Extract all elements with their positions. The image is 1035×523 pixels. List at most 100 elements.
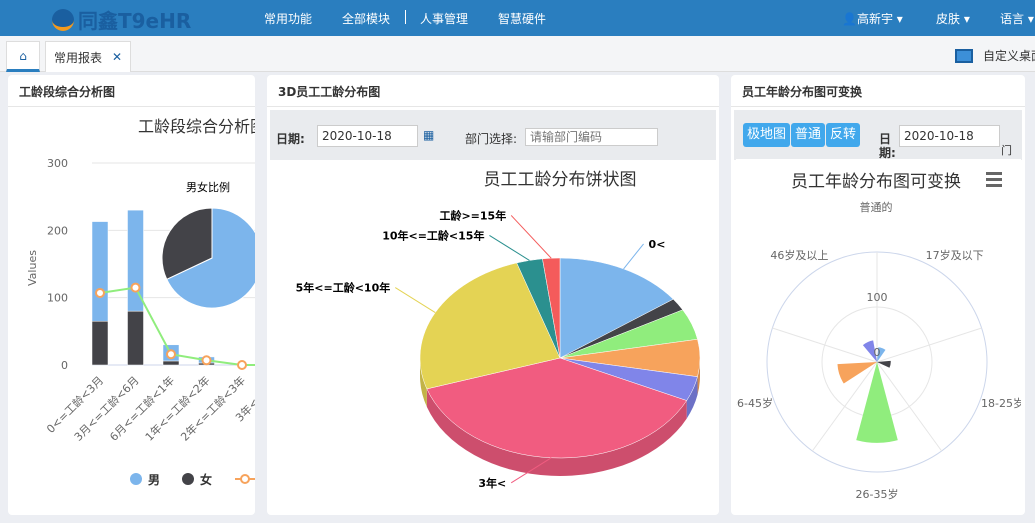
polar-bar bbox=[877, 360, 891, 368]
menu-icon bbox=[986, 184, 1002, 187]
panel-title: 工龄段综合分析图 bbox=[8, 75, 255, 107]
line-point bbox=[166, 349, 176, 360]
top-bar: 同鑫T9eHR 常用功能 全部模块 人事管理 智慧硬件 👤高新宇 ▾ 皮肤 ▾ … bbox=[0, 0, 1035, 36]
pie-label-connector bbox=[489, 234, 530, 261]
legend-line-marker bbox=[240, 474, 250, 484]
pie-side bbox=[697, 358, 700, 395]
date-label: 日期: bbox=[879, 132, 896, 160]
y-tick-label: 300 bbox=[47, 157, 68, 170]
close-icon[interactable]: ✕ bbox=[112, 50, 123, 64]
polar-bar bbox=[837, 362, 877, 384]
pie-slice bbox=[419, 262, 561, 390]
nav-hardware[interactable]: 智慧硬件 bbox=[498, 12, 547, 26]
chart-subtitle: 普通的 bbox=[860, 200, 893, 214]
line-point bbox=[201, 355, 212, 366]
polar-button[interactable]: 极地图 bbox=[743, 123, 791, 147]
dept-label: 部门选择: bbox=[465, 132, 518, 146]
legend-label: 男 bbox=[148, 473, 160, 487]
polar-category-label: 46岁及以上 bbox=[770, 248, 828, 262]
custom-desktop-button[interactable]: 自定义桌面 bbox=[955, 47, 1035, 64]
x-tick-label: 6月<=工龄<1年 bbox=[107, 373, 177, 443]
date-input[interactable]: 2020-10-18 bbox=[317, 125, 418, 147]
legend-label: 女 bbox=[200, 472, 212, 487]
tab-home[interactable]: ⌂ bbox=[6, 41, 40, 72]
polar-bar bbox=[862, 340, 877, 362]
inset-pie-slice bbox=[166, 207, 255, 309]
x-tick-label: 2年<=工龄<3年 bbox=[178, 373, 248, 443]
pie-label-connector bbox=[510, 215, 552, 259]
user-name: 高新宇 bbox=[856, 12, 893, 26]
polar-bar bbox=[856, 362, 898, 443]
custom-desktop-label: 自定义桌面 bbox=[983, 49, 1035, 63]
language-menu[interactable]: 语言 ▾ bbox=[1000, 12, 1034, 26]
bar-male bbox=[91, 221, 109, 322]
polar-category-label: 26-35岁 bbox=[856, 487, 899, 501]
date-input[interactable]: 2020-10-18 bbox=[899, 125, 1000, 147]
pie-side bbox=[426, 388, 687, 477]
user-menu[interactable]: 👤高新宇 ▾ bbox=[842, 12, 903, 26]
polar-bar bbox=[877, 347, 886, 362]
date-label: 日期: bbox=[276, 132, 305, 146]
bar-female bbox=[91, 320, 109, 366]
home-icon: ⌂ bbox=[19, 48, 27, 63]
logo-icon bbox=[52, 8, 74, 31]
dept-input[interactable] bbox=[525, 128, 658, 146]
pie-label: 0< bbox=[649, 238, 666, 251]
tab-label: 常用报表 bbox=[54, 50, 103, 65]
invert-button[interactable]: 反转 bbox=[826, 123, 861, 147]
normal-button[interactable]: 普通 bbox=[791, 123, 826, 147]
skin-label: 皮肤 bbox=[936, 12, 961, 26]
panel-title: 3D员工工龄分布图 bbox=[267, 75, 719, 107]
pie-label: 5年<=工龄<10年 bbox=[296, 281, 391, 295]
polar-category-label: 18-25岁 bbox=[981, 396, 1021, 410]
line-point bbox=[95, 287, 105, 298]
menu-icon bbox=[986, 172, 1002, 175]
nav-all-modules[interactable]: 全部模块 bbox=[342, 12, 391, 26]
y-tick-label: 100 bbox=[47, 292, 68, 305]
nav-common[interactable]: 常用功能 bbox=[264, 12, 313, 26]
pie-label-connector bbox=[623, 243, 644, 270]
pie-label-connector bbox=[394, 287, 436, 314]
polar-category-label: 17岁及以下 bbox=[926, 248, 984, 262]
polar-spoke bbox=[876, 327, 982, 363]
nav-divider bbox=[405, 10, 406, 24]
polar-tick-label: 0 bbox=[874, 346, 881, 359]
pie3d-panel: 3D员工工龄分布图 日期: 2020-10-18 ▦ 部门选择: 员工工龄分布饼… bbox=[267, 75, 719, 515]
bar-female bbox=[127, 310, 144, 366]
polar-spoke bbox=[811, 361, 878, 452]
polar-spoke bbox=[772, 327, 878, 363]
polar-category-label: 36-45岁 bbox=[736, 396, 773, 410]
user-icon: 👤 bbox=[842, 12, 857, 26]
line-series bbox=[99, 286, 255, 366]
legend-marker bbox=[182, 473, 194, 485]
calendar-icon[interactable]: ▦ bbox=[423, 128, 435, 142]
pie-label-connector bbox=[510, 457, 552, 484]
bar-female bbox=[162, 360, 180, 366]
y-tick-label: 0 bbox=[61, 359, 68, 372]
tab-common-reports[interactable]: 常用报表 ✕ bbox=[45, 41, 132, 72]
monitor-icon bbox=[955, 48, 973, 63]
seniority-chart: 工龄段综合分析图0100200300Values0<=工龄<3月3月<=工龄<6… bbox=[26, 117, 255, 487]
language-label: 语言 bbox=[1000, 12, 1025, 26]
tab-bar: ⌂ 常用报表 ✕ bbox=[0, 36, 1035, 72]
polar-spoke bbox=[876, 361, 943, 452]
menu-icon bbox=[986, 178, 1002, 181]
age-panel: 员工年龄分布图可变换 极地图 普通 反转 日期: 2020-10-18 门选 员… bbox=[731, 75, 1025, 515]
logo[interactable]: 同鑫T9eHR bbox=[52, 5, 191, 34]
pie-side bbox=[686, 376, 698, 419]
y-axis-label: Values bbox=[26, 250, 39, 286]
chart-title: 员工工龄分布饼状图 bbox=[484, 170, 637, 190]
skin-menu[interactable]: 皮肤 ▾ bbox=[936, 12, 970, 26]
chart-title: 工龄段综合分析图 bbox=[138, 117, 255, 136]
inset-pie-slice bbox=[161, 207, 213, 280]
pie-side bbox=[420, 358, 427, 407]
filter-bar: 极地图 普通 反转 日期: 2020-10-18 门选 bbox=[734, 110, 1022, 173]
line-point bbox=[130, 282, 141, 293]
nav-hr[interactable]: 人事管理 bbox=[420, 12, 469, 26]
pie-label: 3年< bbox=[478, 476, 506, 490]
x-tick-label: 1年<=工龄<2年 bbox=[142, 373, 212, 443]
pie-slice bbox=[559, 257, 674, 359]
seniority-panel: 工龄段综合分析图 工龄段综合分析图 0 100 200 300 Values 0<=工龄<3… bbox=[8, 75, 255, 515]
logo-text: 同鑫T9eHR bbox=[78, 9, 192, 33]
